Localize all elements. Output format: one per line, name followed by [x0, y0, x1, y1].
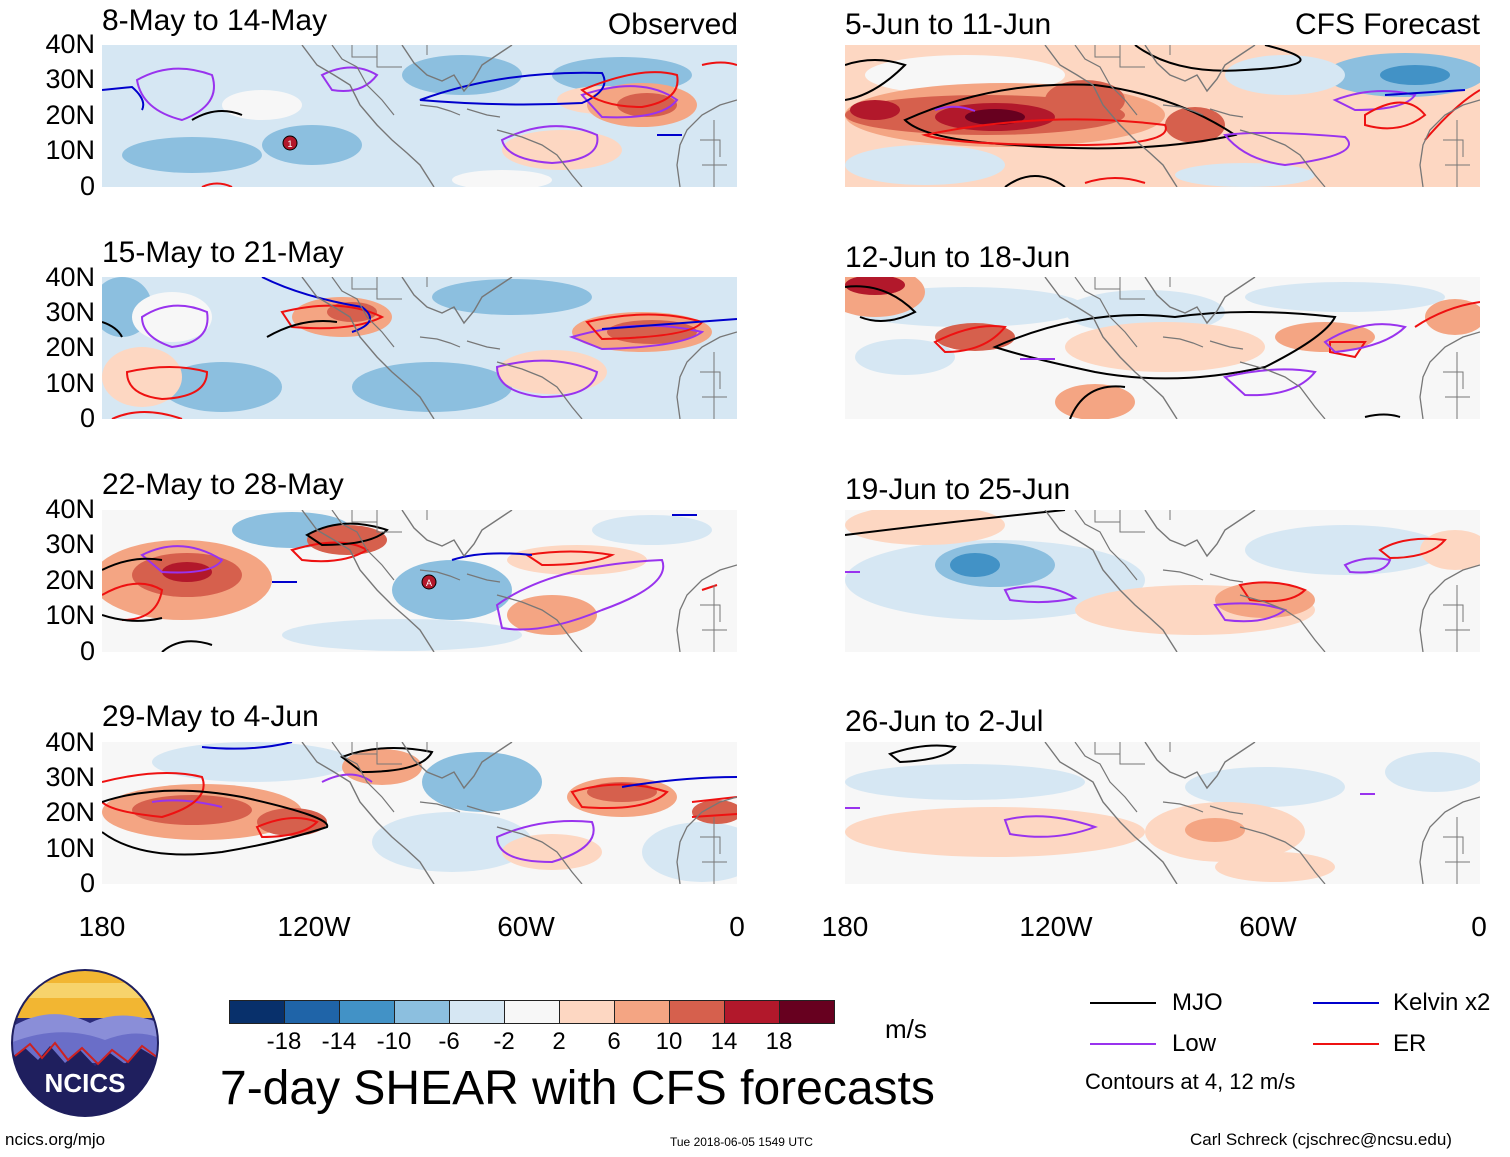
- legend-line-mjo: [1090, 1002, 1156, 1004]
- y-tick: 40N: [45, 727, 95, 757]
- legend-note: Contours at 4, 12 m/s: [1085, 1069, 1296, 1094]
- y-tick: 40N: [45, 29, 95, 59]
- y-tick: 0: [79, 171, 95, 201]
- colorbar-swatch: [614, 1000, 670, 1024]
- x-tick: 120W: [1019, 911, 1093, 942]
- y-tick: 30N: [45, 762, 95, 792]
- y-tick: 40N: [45, 494, 95, 524]
- colorbar-swatch: [284, 1000, 340, 1024]
- colorbar-label: 18: [765, 1028, 793, 1055]
- colorbar-swatch: [724, 1000, 780, 1024]
- logo-text: NCICS: [45, 1068, 126, 1098]
- x-tick: 60W: [497, 911, 555, 942]
- shear-map-panel: [102, 742, 737, 884]
- colorbar-label: 6: [607, 1028, 621, 1055]
- y-tick: 30N: [45, 64, 95, 94]
- colorbar-label: -2: [493, 1028, 515, 1055]
- legend-label-mjo: MJO: [1172, 989, 1223, 1016]
- timestamp: Tue 2018-06-05 1549 UTC: [670, 1135, 813, 1149]
- y-tick: 0: [79, 868, 95, 898]
- legend-label-er: ER: [1393, 1030, 1427, 1057]
- colorbar-label: 14: [710, 1028, 738, 1055]
- y-tick: 20N: [45, 565, 95, 595]
- colorbar-swatch: [394, 1000, 450, 1024]
- y-tick: 10N: [45, 368, 95, 398]
- legend-label-kelvin: Kelvin x2: [1393, 989, 1491, 1016]
- panel-title: 12-Jun to 18-Jun: [845, 241, 1071, 274]
- x-tick: 180: [821, 911, 869, 942]
- colorbar-label: 10: [655, 1028, 683, 1055]
- colorbar-label: -14: [321, 1028, 357, 1055]
- colorbar-label: 2: [552, 1028, 566, 1055]
- y-tick: 0: [79, 636, 95, 666]
- y-tick: 20N: [45, 797, 95, 827]
- x-tick: 0: [729, 911, 745, 942]
- shear-map-panel: [845, 742, 1480, 884]
- author-credit: Carl Schreck (cjschrec@ncsu.edu): [1190, 1130, 1452, 1149]
- colorbar-swatch: [779, 1000, 835, 1024]
- x-tick: 0: [1471, 911, 1487, 942]
- x-tick: 120W: [277, 911, 351, 942]
- y-tick: 10N: [45, 135, 95, 165]
- x-tick: 60W: [1239, 911, 1297, 942]
- storm-marker-label: A: [426, 578, 432, 588]
- colorbar-label: -10: [376, 1028, 412, 1055]
- panel-title: 5-Jun to 11-Jun: [845, 8, 1052, 41]
- x-tick: 180: [78, 911, 126, 942]
- colorbar-swatch: [229, 1000, 285, 1024]
- colorbar-label: -6: [438, 1028, 460, 1055]
- y-tick: 40N: [45, 262, 95, 292]
- y-tick: 10N: [45, 600, 95, 630]
- panel-title: 22-May to 28-May: [102, 468, 344, 501]
- legend-line-kelvin: [1313, 1002, 1379, 1004]
- legend-line-er: [1313, 1043, 1379, 1045]
- colorbar: -18 -14 -10 -6 -2 2 6 10 14 18: [229, 1000, 835, 1060]
- panel-title: 26-Jun to 2-Jul: [845, 705, 1044, 738]
- y-tick: 10N: [45, 833, 95, 863]
- ncics-logo: NCICS: [10, 968, 160, 1118]
- legend-line-low: [1090, 1043, 1156, 1045]
- panel-title: 29-May to 4-Jun: [102, 700, 319, 733]
- panel-title: 19-Jun to 25-Jun: [845, 473, 1071, 506]
- y-tick: 20N: [45, 332, 95, 362]
- y-tick: 30N: [45, 297, 95, 327]
- shear-map-panel: 1: [102, 45, 737, 187]
- colorbar-swatch: [449, 1000, 505, 1024]
- column-tag-cfs-forecast: CFS Forecast: [1294, 8, 1480, 41]
- legend: MJO Kelvin x2 Low ER Contours at 4, 12 m…: [1085, 985, 1505, 1105]
- column-tag-observed: Observed: [607, 8, 738, 41]
- colorbar-units: m/s: [885, 1014, 927, 1044]
- main-title: 7-day SHEAR with CFS forecasts: [220, 1062, 935, 1115]
- colorbar-swatch: [504, 1000, 560, 1024]
- storm-marker: [282, 135, 298, 151]
- shear-map-panel: [102, 277, 737, 419]
- shear-map-panel: A: [102, 510, 737, 652]
- storm-marker-label: 1: [287, 139, 292, 149]
- colorbar-swatch: [339, 1000, 395, 1024]
- shear-map-panel: [845, 510, 1480, 652]
- legend-label-low: Low: [1172, 1030, 1217, 1057]
- y-tick: 30N: [45, 529, 95, 559]
- y-tick: 20N: [45, 100, 95, 130]
- shear-map-panel: [845, 277, 1480, 419]
- shear-map-panel: [845, 45, 1480, 187]
- panel-title: 8-May to 14-May: [102, 4, 328, 37]
- y-tick: 0: [79, 403, 95, 433]
- website-label: ncics.org/mjo: [5, 1130, 106, 1149]
- panel-title: 15-May to 21-May: [102, 236, 344, 269]
- colorbar-swatch: [559, 1000, 615, 1024]
- storm-marker: [421, 574, 437, 590]
- colorbar-label: -18: [266, 1028, 302, 1055]
- colorbar-swatch: [669, 1000, 725, 1024]
